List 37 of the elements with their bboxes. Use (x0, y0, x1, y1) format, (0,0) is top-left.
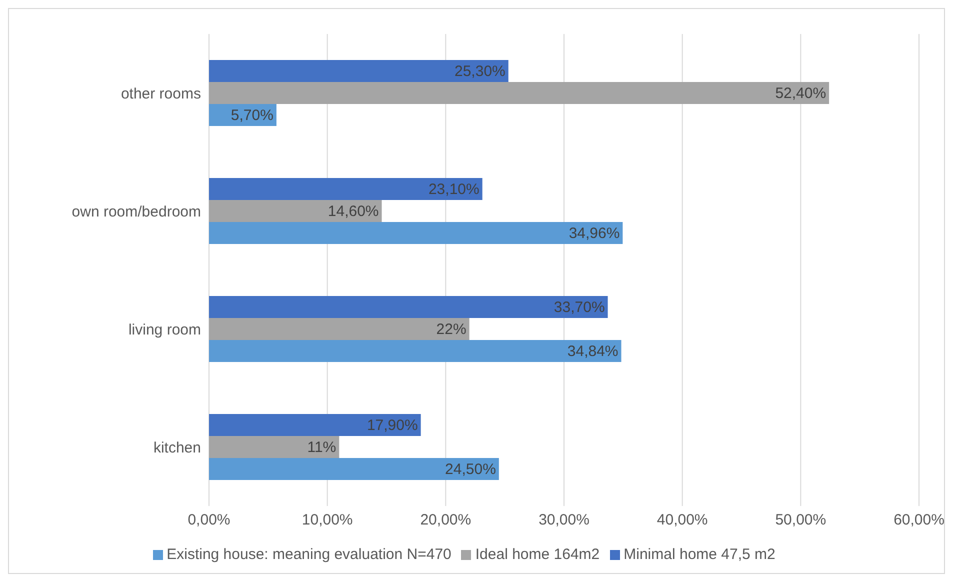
data-label: 52,40% (775, 85, 826, 102)
x-tick-label: 50,00% (775, 512, 826, 529)
x-tick-label: 60,00% (894, 512, 944, 529)
data-label: 5,70% (230, 107, 274, 124)
data-label: 25,30% (454, 63, 506, 80)
x-tick-label: 40,00% (656, 512, 708, 529)
data-label: 34,96% (568, 225, 620, 242)
legend-label: Existing house: meaning evaluation N=470 (166, 546, 452, 563)
data-label: 24,50% (445, 461, 496, 478)
bar (209, 82, 830, 104)
y-tick-label: living room (128, 321, 201, 338)
data-label: 34,84% (567, 343, 618, 360)
legend-label: Ideal home 164m2 (475, 546, 600, 563)
x-tick-label: 30,00% (538, 512, 590, 529)
legend-label: Minimal home 47,5 m2 (624, 546, 776, 563)
y-tick-label: other rooms (120, 85, 201, 102)
data-label: 23,10% (428, 181, 480, 198)
x-tick-label: 20,00% (420, 512, 472, 529)
y-tick-label: own room/bedroom (72, 203, 201, 220)
bar (209, 318, 470, 340)
y-tick-label: kitchen (153, 439, 201, 456)
bar (209, 222, 623, 244)
bar (209, 296, 608, 318)
bar (209, 458, 499, 480)
data-label: 17,90% (366, 417, 418, 434)
data-label: 33,70% (554, 299, 605, 316)
data-label: 11% (307, 439, 336, 456)
bar (209, 60, 508, 82)
bar (209, 200, 382, 222)
bar (209, 178, 482, 200)
bar (209, 340, 622, 362)
data-label: 22% (436, 321, 466, 338)
x-tick-label: 10,00% (302, 512, 353, 529)
x-tick-label: 0,00% (188, 512, 230, 529)
bar (209, 436, 340, 458)
bar (209, 414, 421, 436)
data-label: 14,60% (328, 203, 379, 220)
